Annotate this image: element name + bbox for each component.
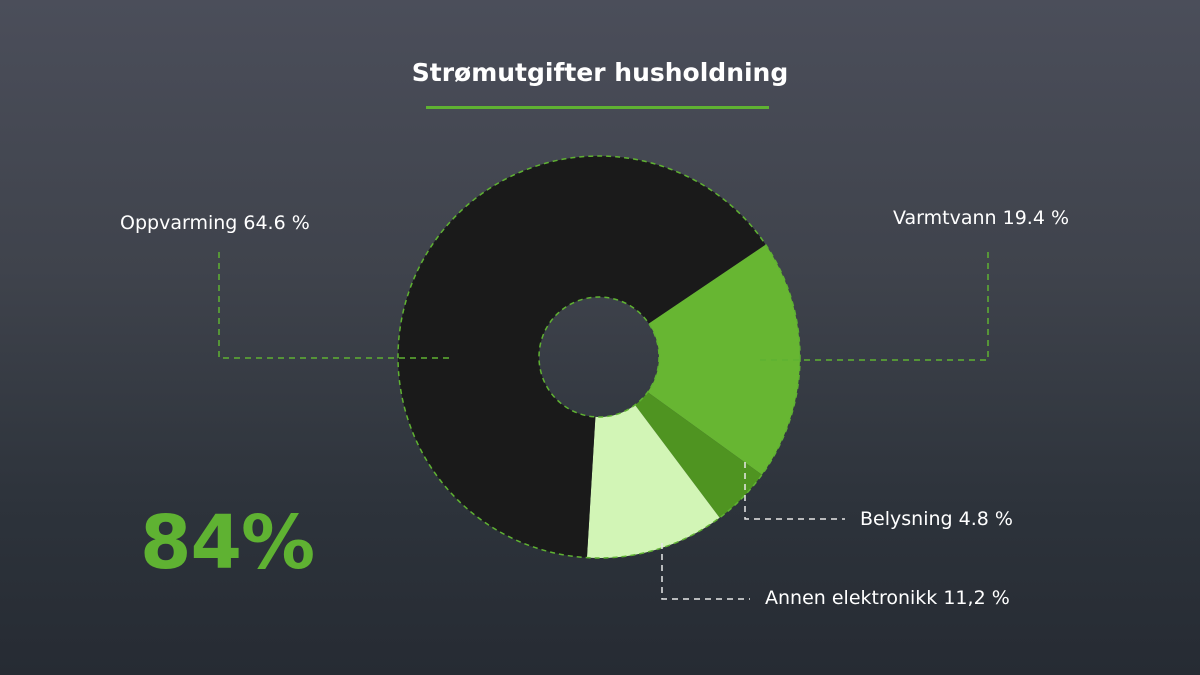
slice-belysning — [635, 392, 762, 518]
leader-lines — [218, 252, 989, 600]
label-annen-elektronikk: Annen elektronikk 11,2 % — [765, 587, 1010, 609]
highlight-percent: 84% — [140, 500, 315, 586]
leader-annen-elektronikk — [661, 543, 750, 600]
outer-ring — [397, 155, 801, 559]
donut-slices — [397, 155, 801, 559]
leader-belysning — [744, 462, 845, 520]
inner-ring — [538, 296, 660, 418]
label-oppvarming: Oppvarming 64.6 % — [120, 212, 310, 234]
title-underline — [426, 106, 769, 109]
slice-varmtvann — [647, 244, 800, 475]
label-varmtvann: Varmtvann 19.4 % — [893, 207, 1070, 229]
leader-oppvarming — [218, 252, 452, 359]
leader-varmtvann — [760, 252, 989, 361]
slice-annen-elektronikk — [586, 404, 720, 558]
chart-title: Strømutgifter husholdning — [411, 58, 789, 87]
slice-oppvarming — [397, 155, 766, 558]
label-belysning: Belysning 4.8 % — [860, 508, 1013, 530]
